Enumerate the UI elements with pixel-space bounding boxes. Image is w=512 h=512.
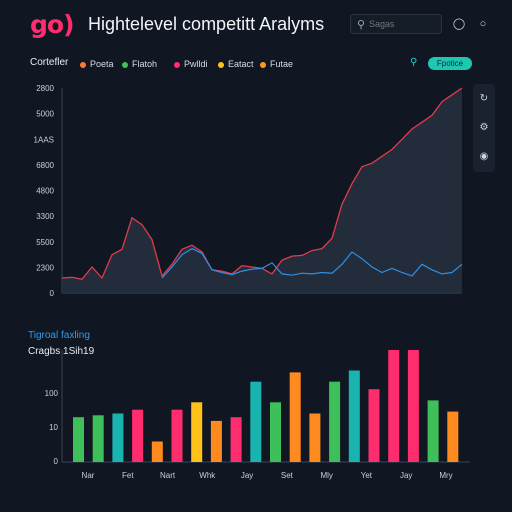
x-tick-label: Set: [281, 471, 294, 480]
section-subtitle: Cragbs 1Sih19: [28, 346, 95, 357]
y-tick-label: 4800: [36, 187, 54, 196]
y-tick-label: 3300: [36, 212, 54, 221]
line-chart: 2800 5000 1AAS 6800 4800 3300 5500 2300 0: [34, 84, 463, 298]
bar[interactable]: [427, 400, 439, 462]
x-axis: Nar Fet Nart Whk Jay Set Mly Yet Jay Mry: [82, 471, 453, 480]
x-tick-label: Yet: [361, 471, 373, 480]
x-tick-label: Jay: [241, 471, 253, 480]
legend-item[interactable]: Pwlldi: [174, 56, 208, 72]
legend-label: Futae: [270, 59, 294, 69]
y-tick-label: 10: [49, 423, 58, 432]
bar[interactable]: [289, 372, 301, 462]
bar[interactable]: [230, 417, 242, 462]
y-tick-label: 5000: [36, 110, 54, 119]
bar[interactable]: [151, 441, 163, 463]
x-tick-label: Mry: [439, 471, 452, 480]
search-icon[interactable]: ⚲: [410, 57, 418, 68]
legend-dot: [260, 61, 266, 68]
legend-dot: [80, 61, 86, 68]
y-tick-label: 0: [54, 457, 59, 466]
y-tick-label: 1AAS: [34, 135, 54, 144]
series-line-blue: [161, 247, 463, 279]
section-title: Tigroal faxling: [28, 330, 90, 341]
filter-button[interactable]: Fpotice: [428, 57, 472, 70]
bell-icon[interactable]: ◯: [452, 18, 466, 30]
bar[interactable]: [309, 413, 321, 463]
legend-item[interactable]: Futae: [260, 56, 293, 72]
search-icon: ⚲: [357, 19, 366, 31]
x-tick-label: Nar: [82, 471, 95, 480]
bar[interactable]: [329, 381, 341, 462]
bar[interactable]: [171, 409, 183, 462]
side-toolbar: ↻ ⚙ ◉: [473, 84, 495, 172]
y-tick-label: 0: [50, 289, 55, 298]
bar[interactable]: [447, 411, 459, 462]
top-bar: go) Hightelevel competitt Aralyms ⚲ ◯ ○: [0, 0, 512, 46]
page-title: Hightelevel competitt Aralyms: [88, 14, 325, 34]
bar[interactable]: [132, 409, 144, 462]
bar[interactable]: [210, 420, 222, 462]
bar[interactable]: [92, 415, 104, 462]
legend-label: Poeta: [90, 59, 114, 69]
y-axis: 2800 5000 1AAS 6800 4800 3300 5500 2300 0: [34, 84, 55, 298]
legend-label: Flatoh: [132, 59, 158, 69]
x-tick-label: Mly: [320, 471, 332, 480]
legend-item[interactable]: Flatoh: [122, 56, 157, 72]
bars: [73, 350, 459, 463]
legend-dot: [122, 61, 128, 68]
zoom-icon[interactable]: ↻: [479, 93, 489, 104]
app-logo[interactable]: go): [30, 10, 74, 39]
y-tick-label: 100: [45, 389, 59, 398]
bar[interactable]: [407, 350, 419, 462]
y-tick-label: 2800: [36, 84, 54, 93]
bar[interactable]: [368, 389, 380, 462]
bar[interactable]: [348, 370, 360, 463]
x-tick-label: Fet: [122, 471, 134, 480]
x-tick-label: Nart: [160, 471, 176, 480]
bar[interactable]: [73, 417, 84, 462]
x-tick-label: Whk: [199, 471, 216, 480]
bar[interactable]: [270, 402, 281, 462]
bar[interactable]: [112, 413, 124, 463]
y-tick-label: 2300: [36, 263, 54, 272]
settings-icon[interactable]: ⚙: [479, 122, 489, 133]
legend-item[interactable]: Eatact: [218, 56, 254, 72]
legend-item[interactable]: Poeta: [80, 56, 114, 72]
y-tick-label: 5500: [36, 238, 54, 247]
y-tick-label: 6800: [36, 161, 54, 170]
bar[interactable]: [191, 402, 203, 462]
search-input[interactable]: [369, 16, 439, 32]
bar[interactable]: [388, 350, 400, 462]
legend-title: Cortefler: [30, 57, 69, 68]
legend-label: Eatact: [228, 59, 254, 69]
legend-dot: [174, 61, 180, 68]
legend-dot: [218, 61, 224, 68]
area-fill: [62, 88, 462, 293]
legend-label: Pwlldi: [184, 59, 208, 69]
x-tick-label: Jay: [400, 471, 412, 480]
refresh-icon[interactable]: ◉: [479, 151, 489, 162]
user-icon[interactable]: ○: [479, 18, 487, 30]
search-box[interactable]: ⚲: [350, 14, 442, 34]
bar[interactable]: [250, 381, 262, 462]
